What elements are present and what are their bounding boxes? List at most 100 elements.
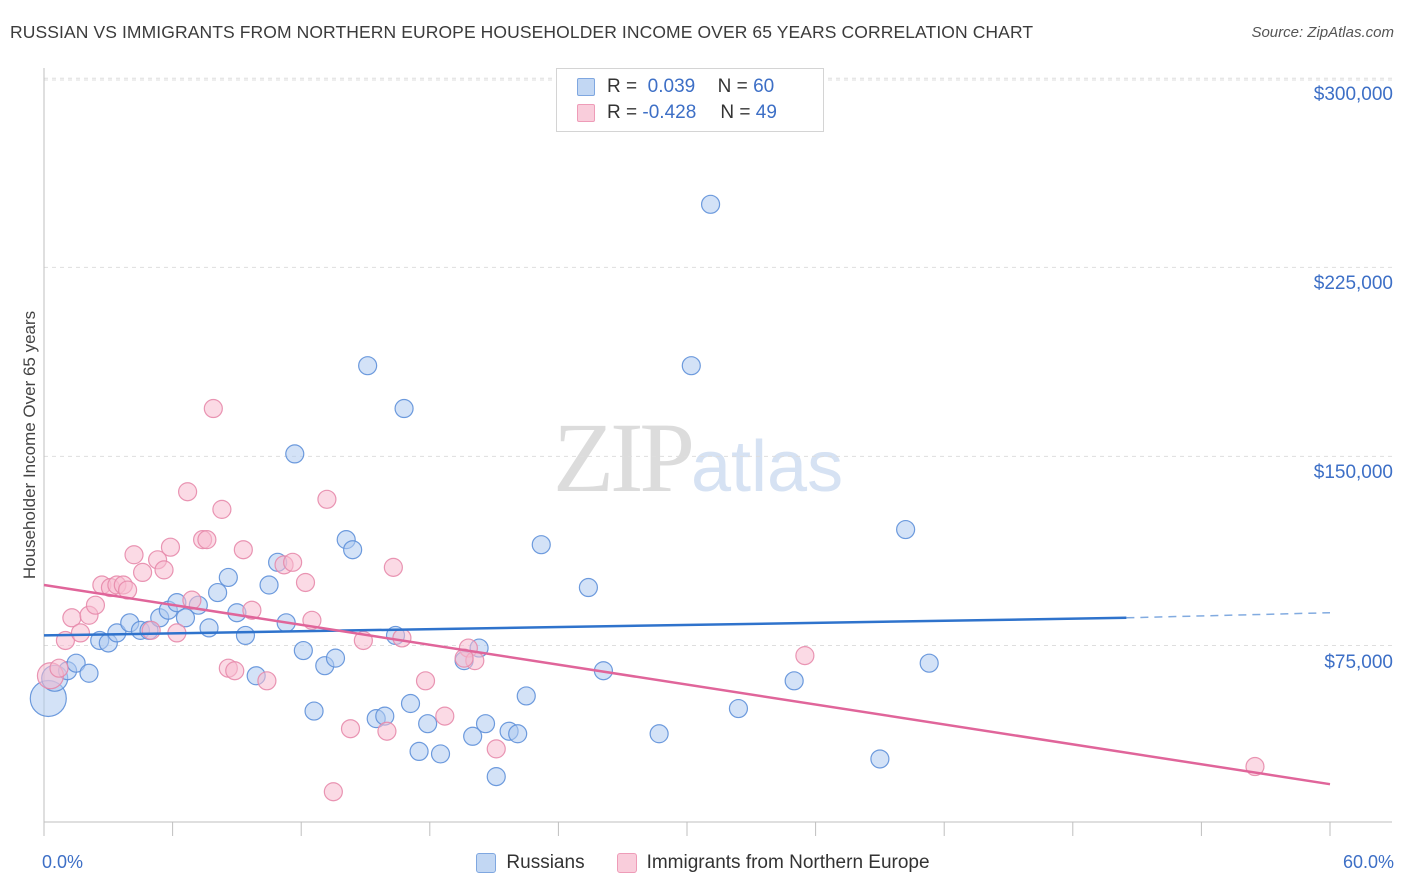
russians-point (325, 648, 346, 668)
russians-point (508, 724, 528, 744)
immigrants-point (242, 600, 262, 620)
russians-point (418, 714, 438, 734)
y-axis-label: Householder Income Over 65 years (20, 310, 39, 580)
russians-point (870, 749, 890, 769)
russians-point (218, 567, 238, 588)
russians-point (430, 744, 451, 764)
immigrants-point (203, 398, 223, 419)
grid (44, 77, 1392, 647)
y-tick-label: $75,000 (1324, 651, 1393, 673)
immigrants-point (197, 530, 217, 550)
russians-point (400, 693, 421, 714)
immigrants-point (383, 557, 403, 577)
russians-point (919, 653, 939, 673)
russians-point (175, 608, 196, 628)
legend-swatch-pink (616, 853, 637, 873)
immigrants-point (160, 537, 181, 557)
russians-point (896, 519, 916, 540)
russians-point (486, 767, 506, 787)
russians-point (208, 582, 228, 603)
legend-n-label: N = (720, 102, 751, 123)
russians-trend-extension (1126, 611, 1331, 619)
immigrants-point (317, 489, 337, 509)
watermark: ZIPatlas (553, 400, 843, 515)
watermark-atlas: atlas (691, 427, 844, 507)
immigrants-point (415, 671, 436, 691)
legend-n-value: 49 (755, 102, 777, 123)
legend-label-immigrants: Immigrants from Northern Europe (646, 852, 930, 873)
legend-swatch-blue (476, 853, 497, 873)
russians-point (394, 398, 414, 419)
russians-point (235, 625, 256, 646)
immigrants-point (233, 540, 253, 560)
immigrants-point (377, 721, 397, 741)
russians-points (29, 194, 939, 787)
legend-swatch-pink (577, 104, 595, 122)
immigrants-point (70, 623, 91, 643)
legend-r-label: R = (607, 76, 638, 97)
legend-r-label: R = (607, 102, 638, 123)
russians-point (681, 356, 701, 376)
russians-point (700, 194, 721, 214)
y-tick-label: $225,000 (1313, 273, 1393, 295)
russians-point (649, 724, 669, 744)
russians-point (516, 686, 536, 706)
immigrants-point (154, 560, 174, 580)
russians-point (293, 640, 313, 661)
immigrants-point (85, 595, 106, 615)
immigrants-point (486, 739, 506, 759)
russians-point (199, 618, 219, 638)
immigrants-point (340, 719, 361, 739)
immigrants-point (283, 552, 303, 572)
chart-title: RUSSIAN VS IMMIGRANTS FROM NORTHERN EURO… (10, 22, 1034, 42)
watermark-zip: ZIP (553, 402, 695, 513)
russians-point (304, 701, 324, 721)
legend-swatch-blue (577, 78, 595, 96)
russians-point (531, 535, 551, 555)
immigrants-points (36, 398, 1265, 802)
russians-point (409, 741, 429, 762)
russians-point (784, 671, 804, 691)
russians-point (285, 444, 305, 464)
immigrants-point (295, 572, 316, 593)
immigrants-point (212, 499, 232, 519)
immigrants-point (141, 620, 161, 640)
y-tick-label: $150,000 (1313, 462, 1393, 484)
legend-item-immigrants[interactable]: Immigrants from Northern Europe (616, 852, 930, 874)
trend-lines (43, 583, 1331, 786)
russians-point (728, 698, 749, 719)
immigrants-point (323, 782, 343, 802)
legend-row-russians: R = 0.039 N = 60 (577, 75, 774, 99)
legend-label-russians: Russians (506, 852, 585, 873)
russians-point (259, 575, 279, 595)
legend-r-value: 0.039 (647, 76, 696, 97)
russians-point (343, 540, 363, 560)
legend-n-label: N = (717, 76, 748, 97)
russians-point (358, 356, 378, 376)
legend-item-russians[interactable]: Russians (476, 852, 585, 874)
source-label: Source: ZipAtlas.com (1251, 24, 1394, 41)
russians-point (475, 714, 496, 734)
legend-row-immigrants: R = -0.428 N = 49 (577, 101, 777, 125)
russians-point (79, 663, 99, 683)
immigrants-point (435, 706, 455, 726)
legend-n-value: 60 (753, 76, 775, 97)
russians-point (463, 726, 483, 746)
axes (43, 68, 1392, 836)
immigrants-point (132, 562, 153, 583)
immigrants-point (124, 545, 144, 565)
immigrants-point (257, 671, 277, 691)
y-tick-label: $300,000 (1313, 84, 1393, 106)
russians-trend-line (43, 616, 1127, 637)
stats-legend: R = 0.039 N = 60 R = -0.428 N = 49 (556, 68, 824, 132)
immigrants-point (795, 646, 815, 666)
immigrants-point (392, 628, 412, 648)
legend-r-value: -0.428 (642, 102, 697, 123)
immigrants-point (178, 482, 198, 502)
russians-point (578, 577, 599, 598)
immigrants-trend-line (43, 583, 1331, 786)
x-tick-min: 0.0% (42, 852, 84, 872)
x-tick-max: 60.0% (1342, 852, 1394, 872)
series-legend: Russians Immigrants from Northern Europe (0, 852, 1406, 874)
